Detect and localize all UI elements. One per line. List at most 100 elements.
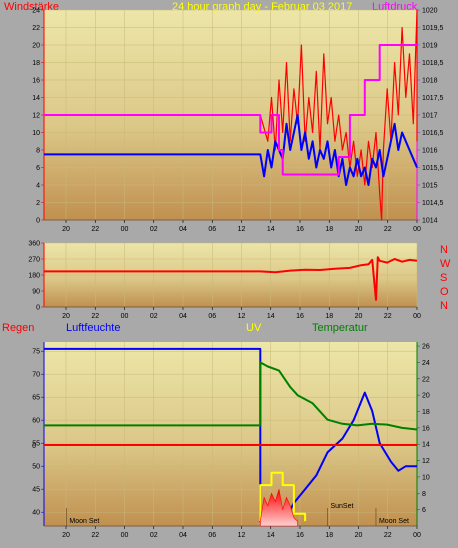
series-line-uv [259, 471, 307, 522]
y-right-tick-label: 16 [422, 425, 430, 432]
y-left-tick-label: 20 [32, 43, 40, 50]
wind-direction-x-ticks: 20 22 00 02 04 06 12 14 16 18 20 22 00 [62, 307, 421, 320]
series-line-luftdruck [44, 44, 417, 176]
y-right-tick-label: 6 [422, 507, 426, 514]
y-left-tick-label: 10 [32, 130, 40, 137]
series-line-windrichtung [44, 256, 418, 301]
wind-direction-grid [43, 242, 418, 308]
x-tick-label: 06 [208, 226, 216, 233]
x-tick-label: 16 [296, 313, 304, 320]
x-tick-label: 22 [384, 313, 392, 320]
x-tick-label: 22 [384, 532, 392, 539]
compass-label: W [440, 258, 451, 270]
y-right-tick-label: 1015,5 [422, 165, 444, 172]
y-right-tick-label: 1019,5 [422, 25, 444, 32]
wind-pressure-x-ticks: 20 22 00 02 04 06 12 14 16 18 20 22 00 [62, 220, 421, 233]
y-right-tick-label: 8 [422, 491, 426, 498]
y-right-tick-label: 1017 [422, 113, 438, 120]
x-tick-label: 22 [384, 226, 392, 233]
y-left-tick-label: 360 [28, 241, 40, 248]
x-tick-label: 18 [325, 226, 333, 233]
y-right-tick-label: 22 [422, 376, 430, 383]
y-left-tick-label: 65 [32, 395, 40, 402]
compass-label: O [440, 286, 449, 298]
y-right-tick-label: 20 [422, 393, 430, 400]
y-left-tick-label: 45 [32, 487, 40, 494]
uv-label: UV [246, 322, 262, 334]
humidity-label: Luftfeuchte [66, 322, 120, 334]
y-right-tick-label: 1020 [422, 8, 438, 15]
y-left-tick-label: 50 [32, 464, 40, 471]
y-left-tick-label: 90 [32, 289, 40, 296]
x-tick-label: 00 [413, 532, 421, 539]
wind-direction-series [44, 256, 418, 301]
y-left-tick-label: 60 [32, 418, 40, 425]
y-left-tick-label: 70 [32, 372, 40, 379]
x-tick-label: 20 [355, 532, 363, 539]
chart-title: 24 hour graph day - Februar 03 2017 [172, 1, 352, 13]
y-left-tick-label: 180 [28, 273, 40, 280]
x-tick-label: 20 [355, 226, 363, 233]
x-tick-label: 04 [179, 226, 187, 233]
annotation-label: Moon Set [379, 518, 409, 525]
compass-label: N [440, 300, 448, 312]
temperature-axis-ticks: 6 8 10 12 14 16 18 20 22 24 26 [416, 342, 430, 526]
x-tick-label: 16 [296, 532, 304, 539]
y-right-tick-label: 1015 [422, 183, 438, 190]
y-left-tick-label: 22 [32, 25, 40, 32]
x-tick-label: 12 [238, 313, 246, 320]
x-tick-label: 04 [179, 313, 187, 320]
wind-direction-ticks: 0 90 180 270 360 [28, 241, 44, 312]
y-right-tick-label: 10 [422, 474, 430, 481]
x-tick-label: 02 [150, 226, 158, 233]
wind-pressure-series [44, 9, 418, 221]
moon-sun-annotations: Moon Set SunSet Moon Set [66, 503, 409, 526]
compass-label: N [440, 244, 448, 256]
y-right-tick-label: 1016 [422, 148, 438, 155]
y-right-tick-label: 1018,5 [422, 60, 444, 67]
y-left-tick-label: 24 [32, 8, 40, 15]
y-right-tick-label: 26 [422, 344, 430, 351]
x-tick-label: 00 [121, 313, 129, 320]
rain-axis-tick: 0 [32, 443, 36, 450]
y-left-tick-label: 12 [32, 113, 40, 120]
x-tick-label: 00 [121, 226, 129, 233]
y-right-tick-label: 24 [422, 360, 430, 367]
y-right-tick-label: 1019 [422, 43, 438, 50]
x-tick-label: 00 [413, 313, 421, 320]
x-tick-label: 14 [267, 532, 275, 539]
x-tick-label: 20 [62, 226, 70, 233]
y-left-tick-label: 0 [36, 305, 40, 312]
x-tick-label: 06 [208, 313, 216, 320]
x-tick-label: 20 [62, 532, 70, 539]
compass-label: S [440, 272, 447, 284]
y-left-tick-label: 0 [36, 218, 40, 225]
y-right-tick-label: 1017,5 [422, 95, 444, 102]
series-line-windstärke [44, 9, 418, 221]
series-line-temperatur [44, 361, 418, 431]
annotation-label: Moon Set [69, 518, 99, 525]
y-right-tick-label: 1018 [422, 78, 438, 85]
x-tick-label: 14 [267, 313, 275, 320]
y-right-tick-label: 1016,5 [422, 130, 444, 137]
rain-humidity-grid [43, 342, 418, 527]
y-left-tick-label: 75 [32, 349, 40, 356]
x-tick-label: 22 [91, 313, 99, 320]
x-tick-label: 04 [179, 532, 187, 539]
x-tick-label: 02 [150, 313, 158, 320]
x-tick-label: 22 [91, 226, 99, 233]
temperature-label: Temperatur [312, 322, 368, 334]
x-tick-label: 12 [238, 226, 246, 233]
x-tick-label: 06 [208, 532, 216, 539]
y-right-tick-label: 12 [422, 458, 430, 465]
annotation-label: SunSet [330, 503, 353, 510]
x-tick-label: 00 [121, 532, 129, 539]
rain-humidity-x-ticks: 20 22 00 02 04 06 12 14 16 18 20 22 00 [62, 526, 421, 539]
x-tick-label: 20 [62, 313, 70, 320]
humidity-axis-ticks: 40 45 50 55 60 65 70 75 0 [32, 349, 44, 517]
pressure-axis-label: Luftdruck [372, 1, 418, 13]
x-tick-label: 18 [325, 313, 333, 320]
y-left-tick-label: 6 [36, 165, 40, 172]
